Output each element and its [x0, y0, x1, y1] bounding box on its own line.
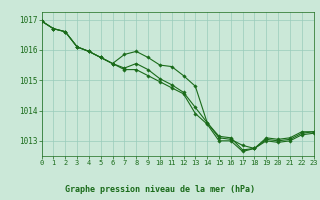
Text: Graphe pression niveau de la mer (hPa): Graphe pression niveau de la mer (hPa) [65, 185, 255, 194]
